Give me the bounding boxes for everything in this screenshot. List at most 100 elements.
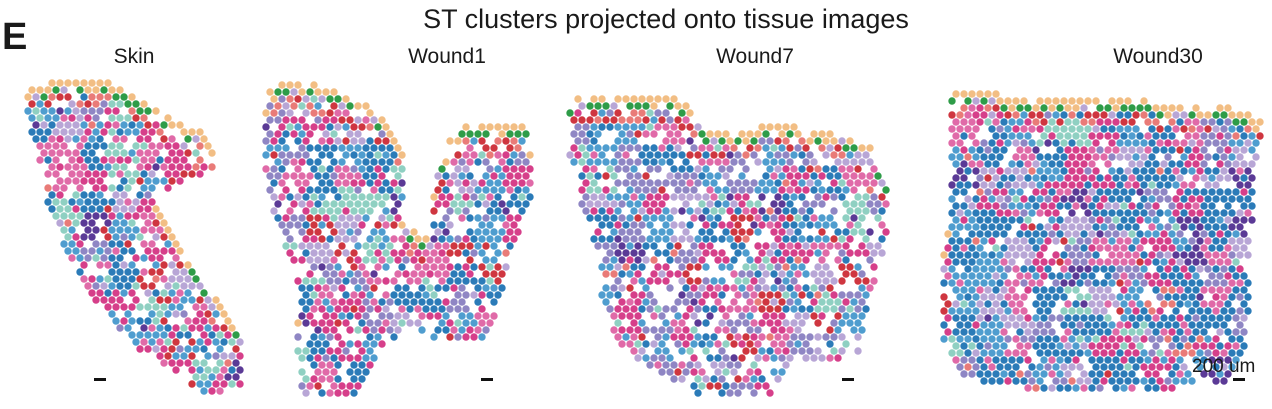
spot <box>854 277 862 285</box>
spot <box>314 298 322 306</box>
spot <box>770 354 778 362</box>
spot <box>298 214 306 222</box>
spot <box>718 193 726 201</box>
spot <box>940 307 948 315</box>
spot <box>1196 363 1204 371</box>
spot <box>1160 356 1168 364</box>
spot <box>346 298 354 306</box>
spot <box>1064 118 1072 126</box>
spot <box>160 163 168 171</box>
spot <box>470 333 478 341</box>
spot <box>1028 223 1036 231</box>
spot <box>1136 202 1144 210</box>
spot <box>846 165 854 173</box>
spot <box>992 342 1000 350</box>
spot <box>180 142 188 150</box>
spot <box>462 249 470 257</box>
spot <box>124 198 132 206</box>
spot <box>1056 202 1064 210</box>
spot <box>394 284 402 292</box>
spot <box>1100 209 1108 217</box>
spot <box>454 165 462 173</box>
spot <box>1084 377 1092 385</box>
spot <box>858 144 866 152</box>
spot <box>290 256 298 264</box>
spot <box>1096 356 1104 364</box>
spot <box>874 172 882 180</box>
spot <box>1088 230 1096 238</box>
spot <box>754 242 762 250</box>
spot <box>204 366 212 374</box>
spot <box>314 88 322 96</box>
spot <box>124 310 132 318</box>
spot <box>1028 377 1036 385</box>
spot <box>120 191 128 199</box>
spot <box>1172 209 1180 217</box>
spot <box>374 165 382 173</box>
spot <box>1096 244 1104 252</box>
spot <box>92 142 100 150</box>
spot <box>1204 167 1212 175</box>
spot <box>1200 258 1208 266</box>
spot <box>1040 188 1048 196</box>
spot <box>498 130 506 138</box>
spot <box>960 342 968 350</box>
spot <box>790 277 798 285</box>
spot <box>826 270 834 278</box>
spot <box>188 352 196 360</box>
spot <box>734 151 742 159</box>
spot <box>172 324 180 332</box>
spot <box>104 149 112 157</box>
spot <box>302 249 310 257</box>
spot <box>854 347 862 355</box>
spot <box>606 263 614 271</box>
spot <box>314 242 322 250</box>
spot <box>988 223 996 231</box>
spot <box>1164 335 1172 343</box>
spot <box>1148 181 1156 189</box>
spot <box>1244 293 1252 301</box>
spot <box>614 123 622 131</box>
spot <box>172 240 180 248</box>
spot <box>156 128 164 136</box>
spot <box>1092 237 1100 245</box>
spot <box>1108 335 1116 343</box>
spot <box>220 352 228 360</box>
spot <box>60 128 68 136</box>
spot <box>670 165 678 173</box>
spot <box>1124 125 1132 133</box>
spot <box>152 247 160 255</box>
spot <box>1080 104 1088 112</box>
spot <box>846 291 854 299</box>
spot <box>654 333 662 341</box>
spot <box>834 326 842 334</box>
spot <box>192 163 200 171</box>
spot <box>770 256 778 264</box>
spot <box>48 191 56 199</box>
spot <box>1028 363 1036 371</box>
spot <box>1228 279 1236 287</box>
spot <box>682 284 690 292</box>
spot <box>622 193 630 201</box>
spot <box>1092 335 1100 343</box>
spot <box>964 335 972 343</box>
spot <box>746 186 754 194</box>
spot <box>1232 216 1240 224</box>
spot <box>1124 181 1132 189</box>
spot <box>32 135 40 143</box>
spot <box>164 170 172 178</box>
spot <box>1228 195 1236 203</box>
spot <box>798 347 806 355</box>
spot <box>330 88 338 96</box>
spot <box>618 312 626 320</box>
spot <box>774 249 782 257</box>
spot <box>1024 118 1032 126</box>
spot <box>64 247 72 255</box>
spot <box>766 151 774 159</box>
spot <box>1220 349 1228 357</box>
spot <box>1108 223 1116 231</box>
spot <box>754 130 762 138</box>
spot <box>1164 265 1172 273</box>
spot <box>1156 265 1164 273</box>
spot <box>1196 293 1204 301</box>
